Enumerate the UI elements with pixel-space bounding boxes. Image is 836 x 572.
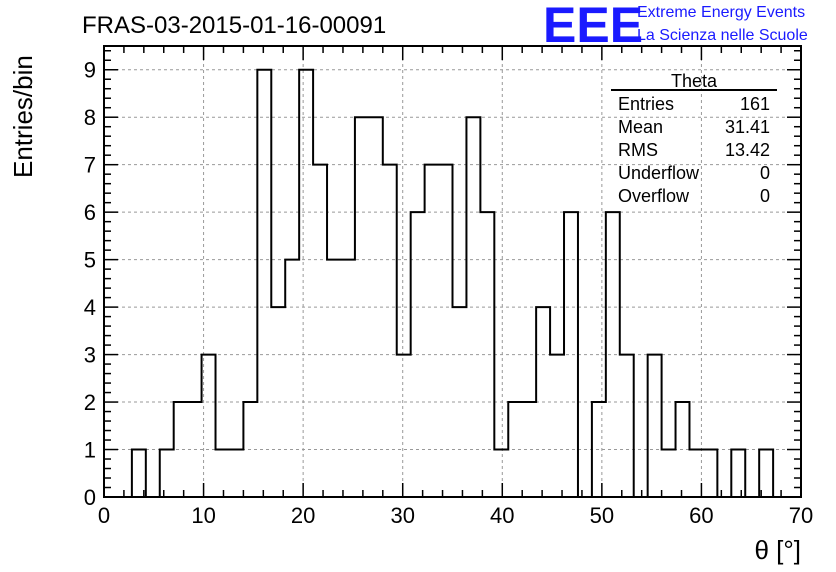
stats-value: 161	[740, 94, 770, 114]
stats-label: RMS	[618, 140, 658, 160]
y-tick-label: 8	[84, 105, 96, 130]
stats-label: Entries	[618, 94, 674, 114]
y-tick-label: 1	[84, 438, 96, 463]
x-axis-label: θ [°]	[754, 535, 801, 565]
x-tick-label: 50	[590, 503, 614, 528]
stats-value: 13.42	[725, 140, 770, 160]
logo-line-1: Extreme Energy Events	[637, 4, 805, 21]
eee-logo: EEE	[543, 0, 643, 53]
y-tick-label: 9	[84, 58, 96, 83]
plot-frame	[103, 45, 802, 498]
x-tick-label: 0	[98, 503, 110, 528]
y-tick-label: 6	[84, 200, 96, 225]
logo-line-2: La Scienza nelle Scuole	[637, 27, 808, 44]
y-axis-label: Entries/bin	[8, 55, 38, 178]
histogram-step-path	[104, 68, 788, 498]
y-tick-label: 3	[84, 343, 96, 368]
stats-label: Underflow	[618, 163, 700, 183]
stats-label: Mean	[618, 117, 663, 137]
y-tick-label: 2	[84, 390, 96, 415]
plot-border	[103, 45, 802, 498]
x-tick-label: 30	[390, 503, 414, 528]
y-tick-label: 4	[84, 295, 96, 320]
stats-value: 0	[760, 186, 770, 206]
x-tick-label: 20	[291, 503, 315, 528]
chart-title: FRAS-03-2015-01-16-00091	[82, 12, 386, 39]
x-tick-label: 60	[689, 503, 713, 528]
stats-value: 0	[760, 163, 770, 183]
x-tick-label: 40	[490, 503, 514, 528]
y-tick-label: 7	[84, 153, 96, 178]
x-tick-label: 70	[789, 503, 813, 528]
stats-box: Theta Entries 161 Mean 31.41 RMS 13.42 Underfl…	[611, 71, 777, 206]
y-axis-ticks: 0 1 2 3 4 5 6 7 8 9	[84, 49, 801, 510]
y-tick-label: 0	[84, 485, 96, 510]
x-tick-label: 10	[191, 503, 215, 528]
stats-label: Overflow	[618, 186, 690, 206]
histogram-line	[104, 68, 788, 498]
y-tick-label: 5	[84, 248, 96, 273]
stats-value: 31.41	[725, 117, 770, 137]
x-axis-ticks: 0 10 20 30 40 50 60 70	[98, 46, 813, 528]
stats-title: Theta	[671, 71, 718, 91]
